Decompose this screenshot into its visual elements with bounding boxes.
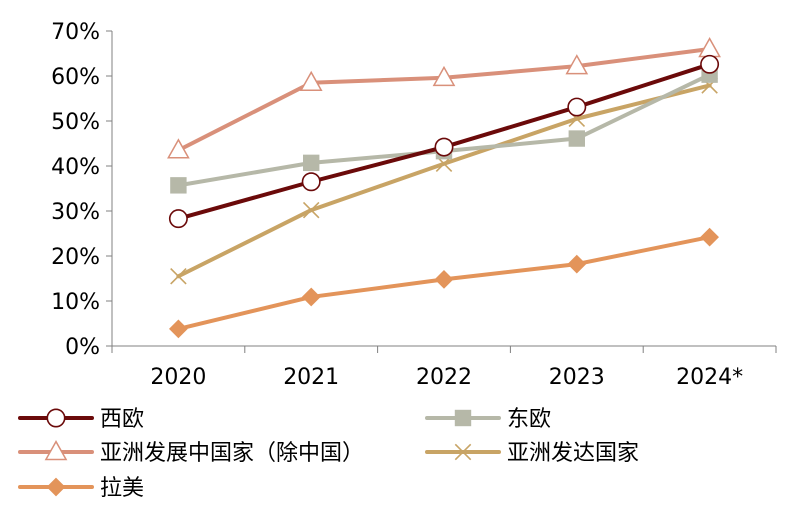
data-point: [698, 37, 721, 58]
data-point: [700, 227, 719, 247]
data-point: [46, 477, 66, 497]
legend-label: 东欧: [507, 407, 551, 432]
data-point: [301, 172, 321, 192]
y-tick-label: 10%: [51, 290, 100, 315]
data-point: [167, 138, 190, 159]
data-point: [568, 130, 585, 147]
legend-label: 亚洲发达国家: [507, 441, 639, 466]
y-tick-label: 30%: [51, 200, 100, 225]
series-line: [176, 47, 712, 153]
data-point: [700, 54, 720, 74]
data-point: [434, 137, 454, 157]
legend-label: 西欧: [100, 407, 144, 432]
legend-item: 拉美: [18, 476, 144, 501]
data-point: [567, 254, 587, 274]
data-point: [169, 319, 188, 339]
y-tick-label: 70%: [51, 20, 100, 45]
data-point-stroke: [454, 443, 472, 461]
data-point: [46, 408, 66, 428]
legend-label: 亚洲发展中国家（除中国）: [100, 441, 364, 466]
data-point: [168, 209, 188, 229]
x-tick-label: 2023: [549, 365, 605, 390]
series: [167, 37, 721, 159]
legend-label: 拉美: [100, 476, 144, 501]
data-point: [299, 70, 323, 92]
data-point: [454, 409, 472, 427]
data-point-stroke: [302, 201, 320, 219]
y-tick-label: 40%: [51, 155, 100, 180]
legend-item: 亚洲发达国家: [425, 441, 639, 466]
data-point: [454, 443, 472, 461]
data-point: [170, 267, 187, 285]
series: [169, 227, 719, 339]
data-point: [567, 97, 587, 117]
series-group: [167, 37, 721, 339]
data-point: [565, 54, 589, 75]
data-point-stroke: [170, 267, 187, 285]
x-tick-label: 2021: [283, 365, 339, 390]
series: [168, 54, 720, 229]
data-point: [44, 440, 68, 461]
data-point: [303, 154, 320, 172]
y-tick-label: 60%: [51, 65, 100, 90]
data-point: [302, 201, 320, 219]
y-tick-label: 20%: [51, 245, 100, 270]
data-point: [432, 65, 456, 87]
x-tick-label: 2022: [416, 365, 472, 390]
axes: 0% 10% 20% 30% 40% 50% 60% 70% 2020 2021 2022 2023 2…: [51, 20, 777, 390]
legend-item: 东欧: [425, 407, 551, 432]
y-tick-label: 0%: [65, 335, 100, 360]
x-tick-label: 2020: [150, 365, 206, 390]
data-point: [170, 177, 187, 194]
data-point: [434, 270, 454, 289]
y-tick-label: 50%: [51, 110, 100, 135]
legend-item: 西欧: [18, 407, 144, 432]
data-point: [301, 287, 321, 307]
legend-item: 亚洲发展中国家（除中国）: [18, 440, 364, 466]
x-tick-label: 2024*: [676, 365, 743, 390]
